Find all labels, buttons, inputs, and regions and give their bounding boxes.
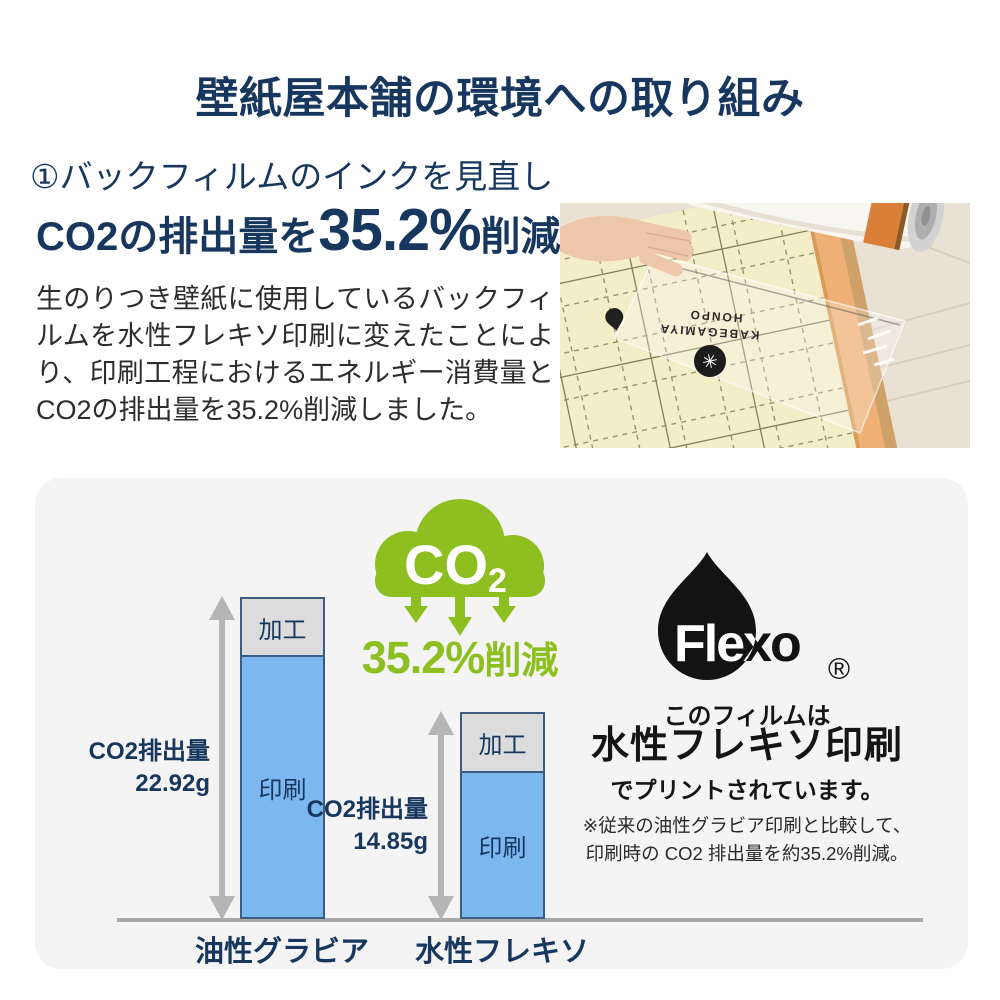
- co2-subscript: 2: [488, 562, 507, 600]
- product-photo: KABEGAMIYA HONPO ✳: [560, 203, 970, 448]
- co2-reduction-headline: CO2の排出量を35.2%削減: [36, 196, 561, 264]
- body-paragraph: 生のりつき壁紙に使用しているバックフィルムを水性フレキソ印刷に変えたことにより、…: [36, 284, 554, 425]
- water-drop-icon: [658, 552, 756, 681]
- total-label-gravure: CO2排出量 22.92g: [50, 736, 210, 800]
- photo-backing-film: KABEGAMIYA HONPO ✳: [605, 254, 907, 434]
- photo-sheet-orange-edge: [804, 203, 897, 448]
- headline-suffix: 削減: [480, 215, 561, 259]
- co2-label: CO: [404, 533, 488, 596]
- svg-text:CO2: CO2: [404, 533, 507, 600]
- measure-arrow-gravure-icon: [209, 596, 235, 920]
- reduction-suffix: 削減: [484, 640, 559, 681]
- segment-label: 加工: [478, 732, 527, 759]
- photo-film-emblem: ✳: [694, 345, 726, 377]
- photo-roll: [668, 203, 945, 253]
- bar-gravure-segment-processing: 加工: [240, 597, 325, 657]
- flexo-wordmark-knockout: Flexo: [674, 615, 800, 673]
- total-label-title: CO2排出量: [306, 796, 428, 823]
- total-label-value: 14.85g: [353, 828, 428, 855]
- segment-label: 加工: [258, 616, 307, 644]
- film-statement-line2: 水性フレキソ印刷: [590, 725, 903, 767]
- chart-baseline: [117, 918, 923, 922]
- reduction-percent: 35.2%: [361, 632, 486, 683]
- registered-mark: ®: [828, 653, 850, 686]
- total-label-value: 22.92g: [135, 770, 210, 797]
- reduction-label: 35.2%削減: [346, 630, 574, 684]
- footnote-line2: 印刷時の CO2 排出量を約35.2%削減。: [585, 843, 909, 864]
- bar-flexo-segment-printing: 印刷: [460, 773, 545, 919]
- flexo-logo: Flexo Flexo ®: [658, 552, 850, 686]
- photo-illustration: KABEGAMIYA HONPO ✳: [560, 203, 970, 448]
- total-label-title: CO2排出量: [88, 738, 210, 765]
- flexo-wordmark: Flexo: [674, 615, 800, 673]
- bar-gravure: 加工 印刷: [240, 597, 325, 919]
- down-arrow-icon: [455, 592, 465, 619]
- footnote-line1: ※従来の油性グラビア印刷と比較して、: [582, 815, 912, 836]
- svg-text:✳: ✳: [700, 351, 720, 375]
- photo-film-drop-mark: [605, 308, 624, 331]
- co2-cloud-icon: CO2: [375, 499, 545, 636]
- category-label-gravure: 油性グラビア: [194, 936, 369, 968]
- photo-hand: [560, 215, 694, 277]
- total-label-flexo: CO2排出量 14.85g: [268, 794, 428, 858]
- film-statement-line1: このフィルムは: [663, 703, 831, 730]
- bar-gravure-segment-printing: 印刷: [240, 657, 325, 919]
- bar-flexo: 加工 印刷: [460, 712, 545, 919]
- category-label-flexo: 水性フレキソ: [414, 936, 589, 968]
- photo-wallpaper-sheet: [560, 203, 909, 448]
- segment-label: 印刷: [258, 776, 307, 804]
- film-statement-line3: でプリントされています。: [610, 777, 884, 803]
- down-arrow-icon: [411, 592, 421, 608]
- bar-flexo-segment-processing: 加工: [460, 712, 545, 773]
- page-title: 壁紙屋本舗の環境への取り組み: [195, 75, 805, 123]
- down-arrow-icon: [499, 592, 509, 608]
- segment-label: 印刷: [478, 834, 527, 862]
- headline-percent: 35.2%: [318, 197, 481, 263]
- photo-film-brand-text-2: HONPO: [688, 307, 743, 325]
- section-heading: ①バックフィルムのインクを見直し: [30, 158, 554, 195]
- headline-prefix: CO2の排出量を: [36, 215, 319, 259]
- measure-arrow-flexo-icon: [428, 711, 454, 920]
